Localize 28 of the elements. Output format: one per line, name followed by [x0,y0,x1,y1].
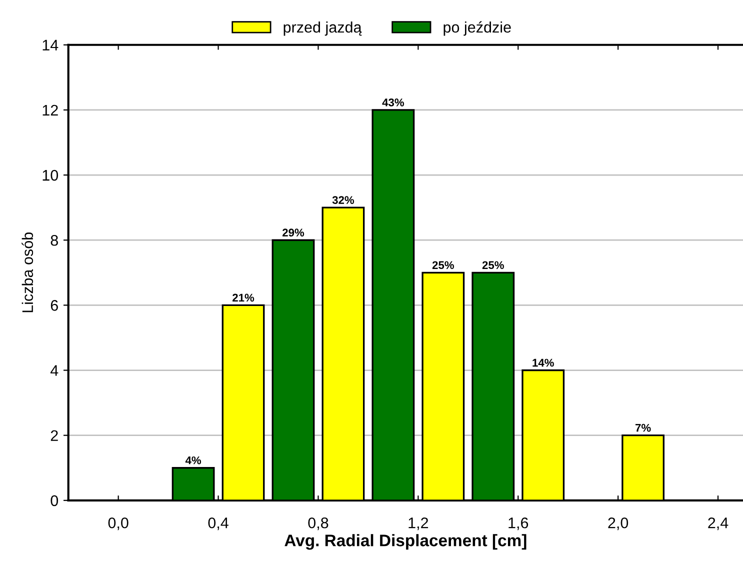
y-tick-label: 14 [42,40,58,50]
x-axis-title: Avg. Radial Displacement [cm] [284,534,526,550]
x-tick-label: 1,6 [508,517,528,530]
y-tick-label: 2 [50,430,58,441]
y-tick-label: 4 [50,365,58,376]
x-tick-label: 2,4 [708,517,728,530]
x-tick-label: 0,4 [208,517,228,530]
annotation: 32% [332,196,354,204]
y-axis-title: Liczba osób [22,232,34,312]
x-tick-label: 0,8 [308,517,328,530]
annotation: 21% [232,294,254,302]
annotation: 7% [636,424,651,432]
annotation: 25% [482,261,504,270]
y-tick-label: 6 [50,300,58,311]
annotation: 14% [532,358,554,367]
legend-label: po jeździe [444,21,511,36]
annotation: 43% [382,98,404,106]
annotation: 4% [185,456,202,464]
annotation: 29% [282,228,304,237]
y-tick-label: 10 [42,170,58,181]
legend-label: przed jazdą [284,21,362,36]
x-tick-label: 1,2 [408,517,428,530]
y-tick-label: 12 [42,104,58,116]
x-tick-label: 2,0 [608,517,628,530]
x-tick-label: 0,0 [108,517,128,530]
y-tick-label: 0 [50,495,58,506]
annotation: 25% [432,261,454,270]
y-tick-label: 8 [50,234,58,246]
